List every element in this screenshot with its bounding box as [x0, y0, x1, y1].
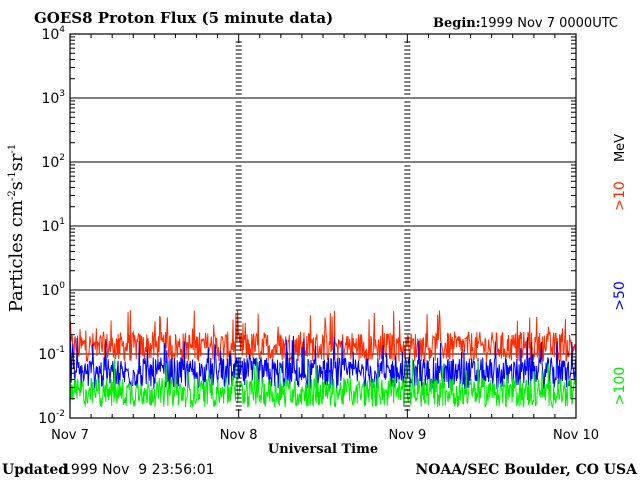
legend-entry-gt10: >10 [612, 181, 628, 211]
y-tick-label: 101 [41, 217, 65, 235]
y-axis-label-exp: -1 [7, 171, 18, 181]
legend-entry-gt100: >100 [612, 367, 628, 405]
updated-value: 1999 Nov 9 23:56:01 [62, 462, 215, 478]
chart-title: GOES8 Proton Flux (5 minute data) [34, 9, 333, 27]
y-tick-label: 102 [41, 153, 65, 171]
y-axis-label-exp: -1 [7, 144, 18, 154]
y-axis-label-part: s [6, 181, 27, 190]
x-axis-label: Universal Time [268, 442, 378, 457]
legend-entry-unit: MeV [613, 134, 628, 162]
y-tick-label: 10-1 [38, 345, 65, 363]
source-credit: NOAA/SEC Boulder, CO USA [416, 462, 639, 478]
data-series [70, 310, 576, 407]
y-tick-label: 103 [41, 89, 65, 107]
x-tick-label: Nov 7 [51, 428, 89, 443]
y-axis-label: Particles cm-2s-1sr-1 [6, 144, 27, 313]
begin-label: Begin: [433, 16, 481, 31]
x-tick-label: Nov 8 [220, 428, 258, 443]
updated-label: Updated [2, 462, 68, 478]
y-tick-label: 100 [41, 281, 65, 299]
legend-entry-gt50: >50 [612, 281, 628, 311]
y-tick-label: 104 [41, 25, 65, 43]
y-axis-label-part: sr [6, 153, 27, 171]
grid-lines [70, 98, 576, 354]
y-axis-label-part: Particles cm [6, 200, 27, 312]
x-tick-label: Nov 9 [388, 428, 426, 443]
y-tick-label: 10-2 [38, 409, 65, 427]
x-tick-label: Nov 10 [553, 428, 599, 443]
y-axis-label-exp: -2 [7, 190, 18, 200]
begin-value: 1999 Nov 7 0000UTC [480, 16, 618, 31]
